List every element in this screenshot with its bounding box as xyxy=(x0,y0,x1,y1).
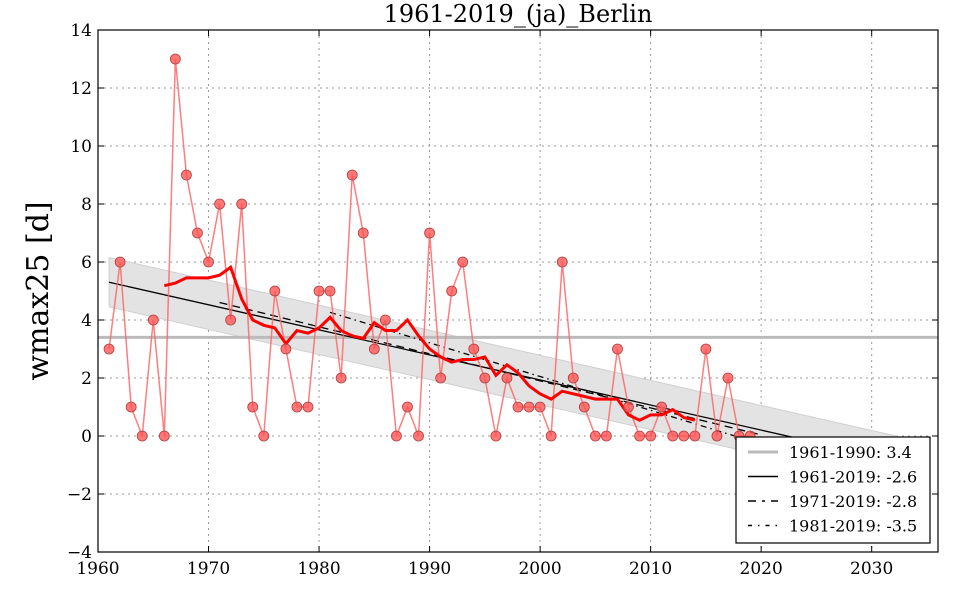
data-point xyxy=(236,198,248,210)
y-axis-label: wmax25 [d] xyxy=(21,201,56,380)
data-point xyxy=(379,314,391,326)
data-point xyxy=(700,343,712,355)
data-point xyxy=(103,343,115,355)
y-tick-label: 14 xyxy=(70,21,92,41)
data-point xyxy=(413,430,424,442)
moving-average-line xyxy=(163,264,696,422)
data-point xyxy=(269,285,281,297)
legend-label: 1981-2019: -3.5 xyxy=(789,517,917,536)
data-point xyxy=(181,169,192,181)
data-point xyxy=(623,401,634,413)
data-point xyxy=(490,430,502,442)
x-tick-label: 1990 xyxy=(408,559,451,579)
data-point xyxy=(346,169,358,181)
data-point xyxy=(147,314,159,326)
data-point xyxy=(391,430,402,442)
y-tick-label: 0 xyxy=(81,427,92,447)
data-point xyxy=(302,401,314,413)
data-point xyxy=(446,285,458,297)
data-point xyxy=(136,430,148,442)
y-tick-label: −2 xyxy=(67,485,92,505)
data-point xyxy=(313,285,325,297)
data-point xyxy=(125,401,137,413)
legend: 1961-1990: 3.4 1961-2019: -2.6 1971-2019: … xyxy=(735,436,931,544)
data-point xyxy=(556,256,568,268)
x-tick-label: 1970 xyxy=(187,559,230,579)
x-tick-label: 1980 xyxy=(297,559,340,579)
data-point xyxy=(601,430,612,442)
y-tick-label: −4 xyxy=(67,543,92,563)
data-point xyxy=(424,227,435,239)
data-point xyxy=(169,53,181,65)
data-point xyxy=(258,430,270,442)
y-tick-label: 4 xyxy=(81,311,92,331)
data-point xyxy=(335,372,347,384)
data-point xyxy=(656,401,668,413)
legend-label: 1961-1990: 3.4 xyxy=(789,443,912,462)
data-point xyxy=(689,430,701,442)
data-point xyxy=(225,314,237,326)
data-point xyxy=(114,256,126,268)
plot-area xyxy=(98,53,938,493)
y-tick-label: 2 xyxy=(81,369,92,389)
legend-label: 1961-2019: -2.6 xyxy=(789,468,917,487)
data-point xyxy=(678,430,690,442)
data-point xyxy=(634,430,645,442)
data-point xyxy=(479,372,491,384)
x-tick-label: 2000 xyxy=(518,559,561,579)
data-point xyxy=(368,343,380,355)
data-point xyxy=(402,401,413,413)
data-point xyxy=(534,401,546,413)
data-point xyxy=(324,285,336,297)
data-point xyxy=(722,372,734,384)
data-point xyxy=(203,256,214,268)
data-point xyxy=(214,198,225,210)
data-point xyxy=(523,401,535,413)
chart-title: 1961-2019_(ja)_Berlin xyxy=(384,0,653,28)
data-point xyxy=(612,343,623,355)
x-tick-label: 1960 xyxy=(76,559,119,579)
data-point xyxy=(280,343,292,355)
data-point xyxy=(457,256,469,268)
data-point xyxy=(291,401,303,413)
plot-frame xyxy=(97,29,939,553)
data-point xyxy=(512,401,524,413)
y-tick-label: 8 xyxy=(81,195,92,215)
axis-ticks: 1960 1970 1980 1990 2000 2010 2020 2030 −4 −2 0 2 4 6… xyxy=(67,21,938,579)
y-tick-label: 6 xyxy=(81,253,92,273)
trend-line-1981 xyxy=(329,311,762,445)
data-point xyxy=(545,430,557,442)
data-point xyxy=(357,227,369,239)
legend-label: 1971-2019: -2.8 xyxy=(789,492,917,511)
data-point xyxy=(567,372,579,384)
data-point xyxy=(667,430,679,442)
data-point xyxy=(501,372,513,384)
data-point xyxy=(247,401,259,413)
y-tick-label: 10 xyxy=(70,137,92,157)
y-tick-label: 12 xyxy=(70,79,92,99)
data-point xyxy=(589,430,601,442)
x-tick-label: 2020 xyxy=(740,559,783,579)
data-point xyxy=(468,343,480,355)
data-point xyxy=(192,227,203,239)
data-point xyxy=(578,401,590,413)
data-point xyxy=(711,430,723,442)
data-point xyxy=(158,430,170,442)
data-point xyxy=(645,430,657,442)
x-tick-label: 2010 xyxy=(629,559,672,579)
x-tick-label: 2030 xyxy=(850,559,893,579)
data-point xyxy=(435,372,447,384)
